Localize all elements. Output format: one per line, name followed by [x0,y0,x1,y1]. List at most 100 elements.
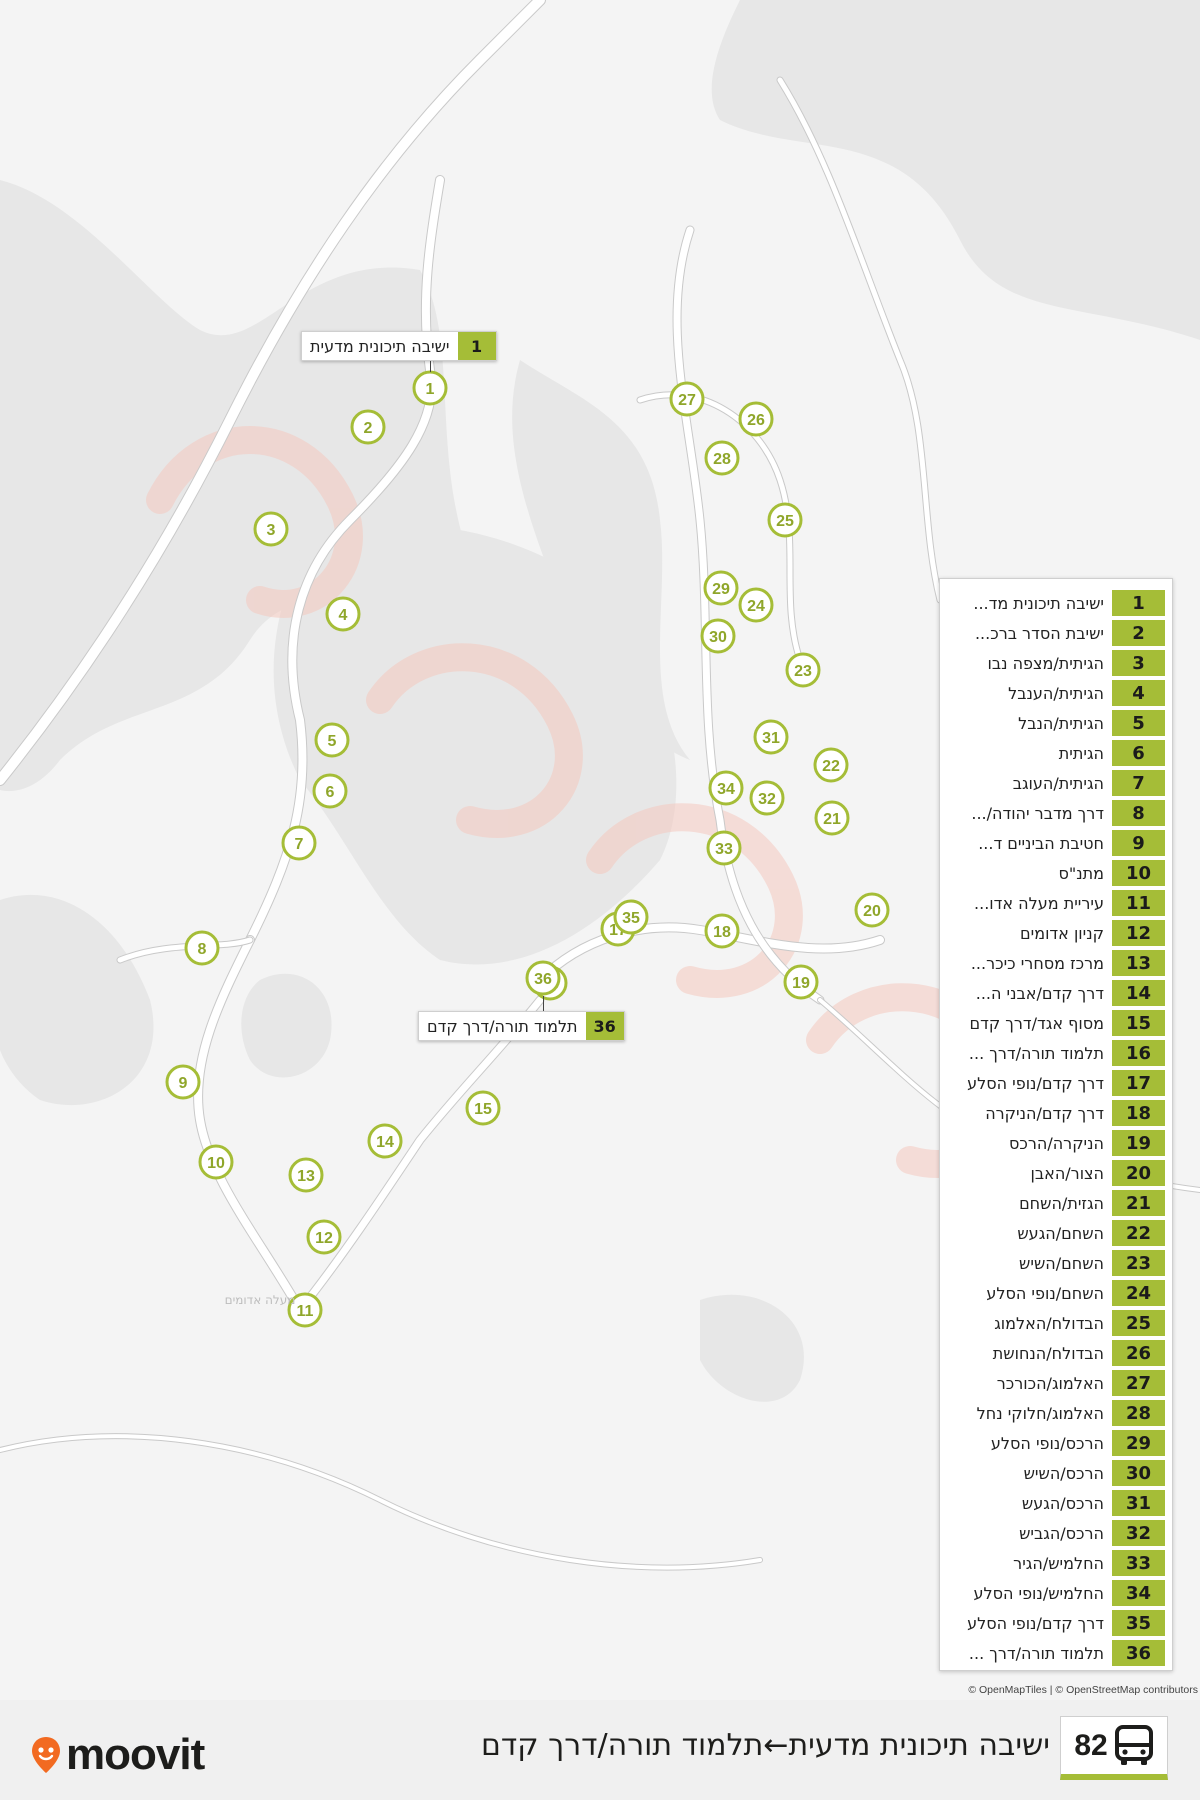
legend-row[interactable]: 33 החלמיש/הגיר [940,1548,1172,1578]
bus-stop-circle[interactable] [669,381,705,417]
bus-stop-circle[interactable] [783,964,819,1000]
bus-stop-circle[interactable] [465,1090,501,1126]
legend-row[interactable]: 5 הגיתית/הנבל [940,708,1172,738]
bus-stop-circle[interactable] [706,830,742,866]
bus-stop-circle[interactable] [613,899,649,935]
bus-stop-marker[interactable]: 29 [703,570,739,606]
legend-row[interactable]: 22 השחם/הגעש [940,1218,1172,1248]
bus-stop-circle[interactable] [854,892,890,928]
legend-row[interactable]: 9 חטיבת הביניים ד... [940,828,1172,858]
bus-stop-circle[interactable] [165,1064,201,1100]
start-stop-label[interactable]: 1 ישיבה תיכונית מדעית [301,331,497,361]
bus-stop-marker[interactable]: 15 [465,1090,501,1126]
bus-stop-marker[interactable]: 19 [783,964,819,1000]
legend-row[interactable]: 28 האלמוג/חלוקי נחל [940,1398,1172,1428]
legend-row[interactable]: 8 דרך מדבר יהודה/... [940,798,1172,828]
legend-row[interactable]: 31 הרכס/הגעש [940,1488,1172,1518]
bus-stop-circle[interactable] [306,1219,342,1255]
bus-stop-circle[interactable] [785,652,821,688]
bus-stop-circle[interactable] [314,722,350,758]
legend-row[interactable]: 7 הגיתית/העוגב [940,768,1172,798]
bus-stop-circle[interactable] [704,440,740,476]
bus-stop-marker[interactable]: 5 [314,722,350,758]
bus-stop-circle[interactable] [753,719,789,755]
bus-stop-marker[interactable]: 33 [706,830,742,866]
legend-row[interactable]: 13 מרכז מסחרי כיכר... [940,948,1172,978]
bus-stop-circle[interactable] [325,596,361,632]
legend-row[interactable]: 24 השחם/נופי הסלע [940,1278,1172,1308]
bus-stop-circle[interactable] [749,780,785,816]
bus-stop-marker[interactable]: 4 [325,596,361,632]
legend-row[interactable]: 15 מסוף אגד/דרך קדם [940,1008,1172,1038]
bus-stop-circle[interactable] [708,770,744,806]
bus-stop-circle[interactable] [704,913,740,949]
legend-row[interactable]: 25 הבדולח/האלמוג [940,1308,1172,1338]
bus-stop-circle[interactable] [738,401,774,437]
bus-stop-circle[interactable] [184,930,220,966]
legend-row[interactable]: 36 תלמוד תורה/דרך ... [940,1638,1172,1668]
bus-stop-marker[interactable]: 24 [738,587,774,623]
bus-stop-marker[interactable]: 7 [281,825,317,861]
legend-row[interactable]: 23 השחם/השיש [940,1248,1172,1278]
bus-stop-circle[interactable] [767,502,803,538]
legend-row[interactable]: 12 קניון אדומים [940,918,1172,948]
bus-stop-marker[interactable]: 31 [753,719,789,755]
bus-stop-circle[interactable] [525,960,561,996]
route-badge[interactable]: 82 [1060,1716,1168,1780]
bus-stop-marker[interactable]: 34 [708,770,744,806]
bus-stop-marker[interactable]: 6 [312,773,348,809]
bus-stop-circle[interactable] [738,587,774,623]
bus-stop-marker[interactable]: 26 [738,401,774,437]
bus-stop-circle[interactable] [312,773,348,809]
bus-stop-marker[interactable]: 20 [854,892,890,928]
legend-row[interactable]: 2 ישיבת הסדר ברכ... [940,618,1172,648]
bus-stop-circle[interactable] [703,570,739,606]
bus-stop-marker[interactable]: 22 [813,747,849,783]
bus-stop-marker[interactable]: 27 [669,381,705,417]
bus-stop-marker[interactable]: 10 [198,1144,234,1180]
bus-stop-circle[interactable] [813,747,849,783]
bus-stop-marker[interactable]: 18 [704,913,740,949]
bus-stop-circle[interactable] [350,409,386,445]
legend-row[interactable]: 10 מתנ"ס [940,858,1172,888]
bus-stop-circle[interactable] [700,618,736,654]
bus-stop-circle[interactable] [412,370,448,406]
bus-stop-marker[interactable]: 30 [700,618,736,654]
legend-row[interactable]: 18 דרך קדם/הניקרה [940,1098,1172,1128]
legend-row[interactable]: 32 הרכס/הגביש [940,1518,1172,1548]
legend-row[interactable]: 17 דרך קדם/נופי הסלע [940,1068,1172,1098]
map-attribution[interactable]: © OpenMapTiles | © OpenStreetMap contrib… [968,1684,1198,1696]
stops-legend[interactable]: 1 ישיבה תיכונית מד... 2 ישיבת הסדר ברכ... 3 ה… [939,578,1173,1671]
legend-row[interactable]: 4 הגיתית/הענבל [940,678,1172,708]
legend-row[interactable]: 27 האלמוג/הכורכר [940,1368,1172,1398]
legend-row[interactable]: 30 הרכס/השיש [940,1458,1172,1488]
legend-row[interactable]: 35 דרך קדם/נופי הסלע [940,1608,1172,1638]
legend-row[interactable]: 29 הרכס/נופי הסלע [940,1428,1172,1458]
legend-row[interactable]: 34 החלמיש/נופי הסלע [940,1578,1172,1608]
bus-stop-marker[interactable]: 2 [350,409,386,445]
bus-stop-marker[interactable]: 32 [749,780,785,816]
bus-stop-marker[interactable]: 9 [165,1064,201,1100]
legend-row[interactable]: 3 הגיתית/מצפה נבו [940,648,1172,678]
legend-row[interactable]: 16 תלמוד תורה/דרך ... [940,1038,1172,1068]
bus-stop-marker[interactable]: 23 [785,652,821,688]
bus-stop-marker[interactable]: 8 [184,930,220,966]
legend-row[interactable]: 1 ישיבה תיכונית מד... [940,588,1172,618]
bus-stop-circle[interactable] [288,1157,324,1193]
legend-row[interactable]: 11 עיריית מעלה אדו... [940,888,1172,918]
bus-stop-circle[interactable] [253,511,289,547]
bus-stop-marker[interactable]: 25 [767,502,803,538]
bus-stop-circle[interactable] [198,1144,234,1180]
bus-stop-marker[interactable]: 14 [367,1123,403,1159]
bus-stop-marker[interactable]: 13 [288,1157,324,1193]
bus-stop-marker[interactable]: 21 [814,800,850,836]
bus-stop-marker[interactable]: 28 [704,440,740,476]
bus-stop-circle[interactable] [814,800,850,836]
legend-row[interactable]: 19 הניקרה/הרכס [940,1128,1172,1158]
legend-row[interactable]: 21 הגזית/השחם [940,1188,1172,1218]
bus-stop-marker[interactable]: 36 [525,960,561,996]
bus-stop-marker[interactable]: 1 [412,370,448,406]
bus-stop-circle[interactable] [287,1292,323,1328]
end-stop-label[interactable]: 36 תלמוד תורה/דרך קדם [418,1011,625,1041]
bus-stop-marker[interactable]: 12 [306,1219,342,1255]
